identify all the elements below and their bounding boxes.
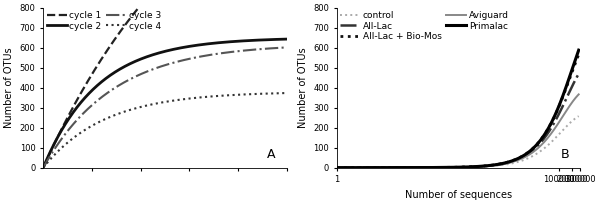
Legend: cycle 1, cycle 2, cycle 3, cycle 4: cycle 1, cycle 2, cycle 3, cycle 4 [46,10,162,32]
Text: A: A [267,148,275,161]
Legend: control, All-Lac, All-Lac + Bio-Mos, Aviguard, Primalac: control, All-Lac, All-Lac + Bio-Mos, Avi… [340,10,510,42]
X-axis label: Number of sequences: Number of sequences [405,190,512,200]
Y-axis label: Number of OTUs: Number of OTUs [4,47,14,128]
Y-axis label: Number of OTUs: Number of OTUs [298,47,308,128]
Text: B: B [560,148,569,161]
